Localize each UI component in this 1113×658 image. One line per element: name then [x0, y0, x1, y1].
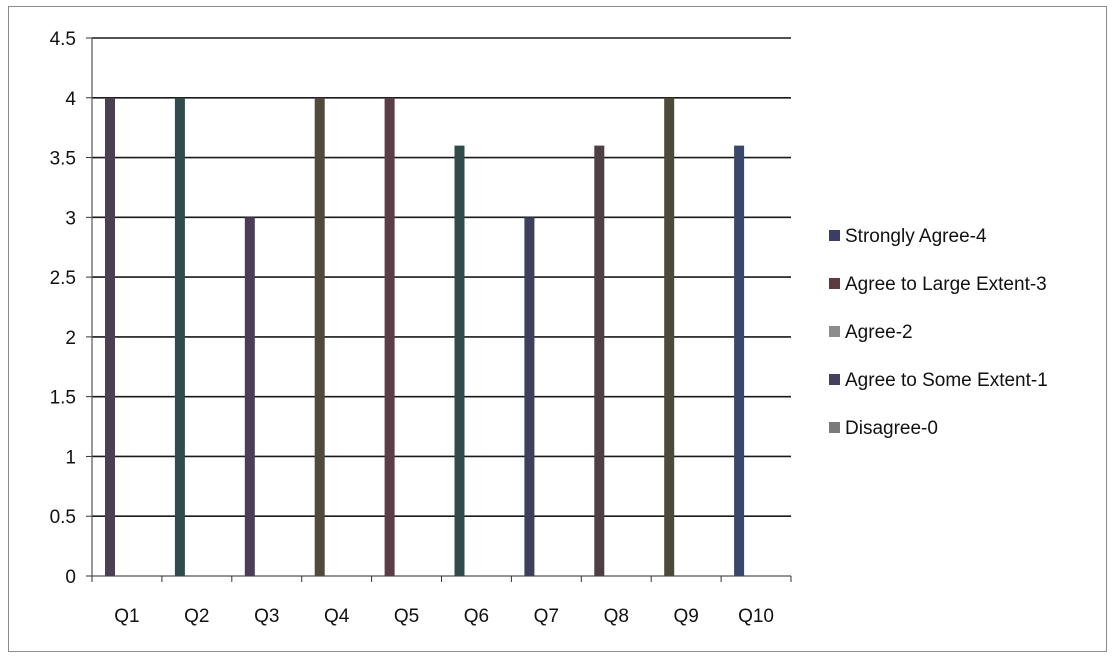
y-tick-label: 0 [65, 567, 76, 588]
y-tick-label: 2.5 [50, 268, 76, 289]
legend-item: Strongly Agree-4 [829, 226, 987, 247]
x-tick-label: Q4 [324, 606, 350, 627]
bar-q7 [524, 217, 535, 577]
y-tick-label: 1 [65, 447, 76, 468]
x-tick-label: Q9 [673, 606, 698, 627]
bar-q1 [105, 97, 115, 577]
legend-item: Agree to Some Extent-1 [829, 370, 1048, 391]
x-tick-label: Q10 [738, 606, 774, 627]
y-tick-label: 0.5 [50, 507, 76, 528]
legend-label: Agree to Large Extent-3 [845, 274, 1047, 295]
legend-item: Agree-2 [829, 322, 913, 343]
y-tick-labels: 0 0.5 1 1.5 2 2.5 3 3.5 4 4.5 [50, 29, 77, 588]
legend-item: Disagree-0 [829, 418, 938, 439]
axes [86, 37, 792, 582]
x-tick-label: Q7 [534, 606, 559, 627]
x-tick-label: Q1 [114, 606, 139, 627]
y-tick-label: 2 [65, 328, 76, 349]
x-tick-labels: Q1 Q2 Q3 Q4 Q5 Q6 Q7 Q8 Q9 Q10 [114, 606, 774, 627]
bar-q6 [454, 145, 465, 576]
bar-q3 [244, 217, 255, 577]
bar-q8 [594, 145, 605, 576]
y-tick-label: 1.5 [50, 388, 76, 409]
legend-swatch [829, 230, 840, 241]
bar-q2 [174, 97, 185, 577]
legend-swatch [829, 374, 840, 385]
chart-frame: 0 0.5 1 1.5 2 2.5 3 3.5 4 4.5 Q1 Q2 Q3 Q4 Q5 Q6 Q7 Q8 Q9 Q… [8, 6, 1107, 652]
legend-swatch [829, 422, 840, 433]
legend-swatch [829, 278, 840, 289]
y-tick-label: 3.5 [50, 149, 76, 170]
x-tick-label: Q5 [394, 606, 419, 627]
legend-item: Agree to Large Extent-3 [829, 274, 1047, 295]
y-tick-label: 4 [65, 89, 76, 110]
legend: Strongly Agree-4 Agree to Large Extent-3 A… [829, 226, 1048, 439]
bar-q10 [734, 145, 745, 576]
gridlines [92, 37, 791, 518]
y-tick-label: 4.5 [50, 29, 76, 50]
bar-q4 [314, 97, 325, 577]
x-tick-label: Q6 [464, 606, 489, 627]
y-tick-label: 3 [65, 208, 76, 229]
bars [105, 97, 745, 577]
bar-q5 [384, 97, 395, 577]
bar-q9 [664, 97, 675, 577]
bar-chart: 00.511.522.533.544.5 Q1 Q2 Q3 Q4 Q5 Q6 Q7 Q8 Q9 Q… [50, 29, 1048, 627]
x-tick-label: Q8 [604, 606, 629, 627]
legend-label: Disagree-0 [845, 418, 938, 439]
legend-label: Agree to Some Extent-1 [845, 370, 1048, 391]
x-tick-label: Q3 [254, 606, 279, 627]
legend-label: Agree-2 [845, 322, 913, 343]
legend-swatch [829, 326, 840, 337]
legend-label: Strongly Agree-4 [845, 226, 987, 247]
x-tick-label: Q2 [184, 606, 209, 627]
